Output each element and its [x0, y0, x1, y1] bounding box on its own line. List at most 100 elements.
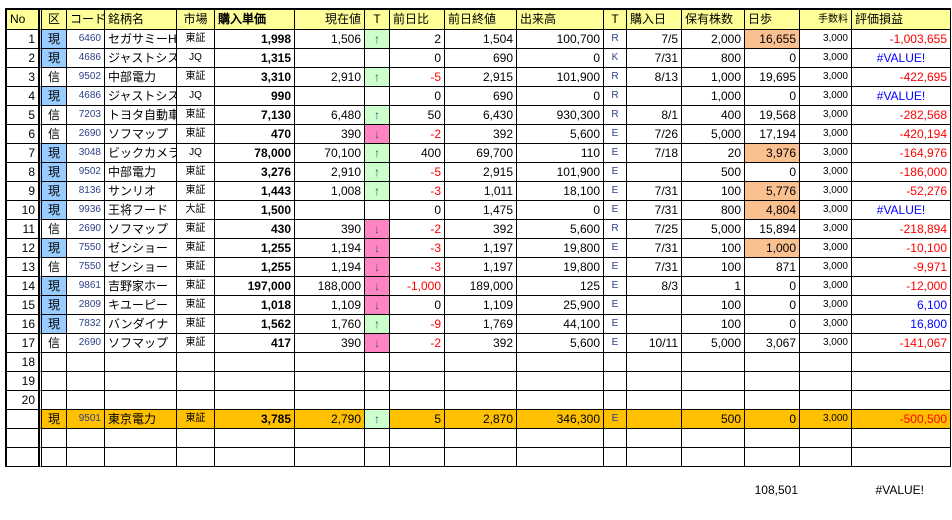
cell-prev[interactable]: 392: [445, 334, 517, 353]
cell-cur[interactable]: [295, 353, 365, 372]
header-vol[interactable]: 出来高: [517, 10, 604, 30]
cell-chg[interactable]: 2: [390, 30, 445, 49]
cell-t[interactable]: [604, 391, 627, 410]
cell-fee[interactable]: 3,000: [800, 106, 852, 125]
header-buy[interactable]: 購入単価: [215, 10, 295, 30]
header-shares[interactable]: 保有株数: [682, 10, 745, 30]
header-t[interactable]: T: [604, 10, 627, 30]
cell-pl[interactable]: [852, 391, 951, 410]
cell-fee[interactable]: 3,000: [800, 220, 852, 239]
cell-pl[interactable]: -1,003,655: [852, 30, 951, 49]
cell-name[interactable]: 王将フード: [105, 201, 177, 220]
cell-buy[interactable]: 197,000: [215, 277, 295, 296]
cell-shares[interactable]: 100: [682, 239, 745, 258]
cell-shares[interactable]: 1,000: [682, 68, 745, 87]
cell-shares[interactable]: 2,000: [682, 30, 745, 49]
cell-prev[interactable]: 69,700: [445, 144, 517, 163]
cell-fee[interactable]: [800, 391, 852, 410]
cell-chg[interactable]: 50: [390, 106, 445, 125]
cell-kbn[interactable]: 信: [39, 334, 67, 353]
cell-kbn[interactable]: 現: [39, 201, 67, 220]
header-market[interactable]: 市場: [177, 10, 215, 30]
cell-no[interactable]: [7, 429, 39, 448]
cell-vol[interactable]: [517, 429, 604, 448]
cell-chg[interactable]: 0: [390, 49, 445, 68]
header-cur[interactable]: 現在値: [295, 10, 365, 30]
cell-t[interactable]: E: [604, 410, 627, 429]
cell-cur[interactable]: 1,760: [295, 315, 365, 334]
cell-date[interactable]: [627, 448, 682, 467]
cell-date[interactable]: [627, 391, 682, 410]
cell-t[interactable]: E: [604, 144, 627, 163]
cell-buy[interactable]: [215, 391, 295, 410]
cell-fee[interactable]: 3,000: [800, 258, 852, 277]
cell-vol[interactable]: [517, 391, 604, 410]
cell-code[interactable]: 9501: [67, 410, 105, 429]
cell-vol[interactable]: 0: [517, 87, 604, 106]
cell-code[interactable]: 7203: [67, 106, 105, 125]
cell-buy[interactable]: 1,500: [215, 201, 295, 220]
cell-hibu[interactable]: [745, 429, 800, 448]
cell-vol[interactable]: 5,600: [517, 334, 604, 353]
cell-fee[interactable]: 3,000: [800, 49, 852, 68]
cell-fee[interactable]: [800, 372, 852, 391]
cell-name[interactable]: ゼンショー: [105, 239, 177, 258]
cell-no[interactable]: 12: [7, 239, 39, 258]
cell-hibu[interactable]: 1,000: [745, 239, 800, 258]
cell-chg[interactable]: 0: [390, 201, 445, 220]
cell-market[interactable]: 東証: [177, 30, 215, 49]
cell-chg[interactable]: -3: [390, 182, 445, 201]
cell-prev[interactable]: 2,870: [445, 410, 517, 429]
cell-chg[interactable]: 400: [390, 144, 445, 163]
cell-name[interactable]: 吉野家ホー: [105, 277, 177, 296]
cell-fee[interactable]: 3,000: [800, 277, 852, 296]
cell-buy[interactable]: 990: [215, 87, 295, 106]
cell-prev[interactable]: [445, 448, 517, 467]
cell-cur[interactable]: 2,910: [295, 68, 365, 87]
cell-market[interactable]: 東証: [177, 258, 215, 277]
cell-t[interactable]: [604, 353, 627, 372]
cell-shares[interactable]: 1: [682, 277, 745, 296]
cell-shares[interactable]: 100: [682, 258, 745, 277]
cell-market[interactable]: [177, 353, 215, 372]
cell-market[interactable]: [177, 448, 215, 467]
cell-buy[interactable]: 430: [215, 220, 295, 239]
cell-name[interactable]: [105, 391, 177, 410]
cell-shares[interactable]: 5,000: [682, 334, 745, 353]
cell-no[interactable]: 19: [7, 372, 39, 391]
cell-kbn[interactable]: [39, 448, 67, 467]
cell-hibu[interactable]: 0: [745, 163, 800, 182]
cell-prev[interactable]: 6,430: [445, 106, 517, 125]
cell-market[interactable]: 東証: [177, 239, 215, 258]
cell-date[interactable]: [627, 429, 682, 448]
cell-vol[interactable]: 19,800: [517, 239, 604, 258]
cell-market[interactable]: [177, 372, 215, 391]
cell-market[interactable]: 東証: [177, 125, 215, 144]
cell-pl[interactable]: -52,276: [852, 182, 951, 201]
cell-code[interactable]: 7550: [67, 239, 105, 258]
header-arrow[interactable]: T: [365, 10, 390, 30]
cell-prev[interactable]: [445, 372, 517, 391]
cell-name[interactable]: ビックカメラ: [105, 144, 177, 163]
cell-no[interactable]: 7: [7, 144, 39, 163]
cell-chg[interactable]: -5: [390, 163, 445, 182]
cell-cur[interactable]: 390: [295, 125, 365, 144]
cell-no[interactable]: 10: [7, 201, 39, 220]
cell-pl[interactable]: #VALUE!: [852, 201, 951, 220]
cell-chg[interactable]: [390, 448, 445, 467]
cell-t[interactable]: [604, 448, 627, 467]
cell-arrow[interactable]: ↓: [365, 277, 390, 296]
cell-chg[interactable]: -2: [390, 220, 445, 239]
cell-vol[interactable]: 0: [517, 201, 604, 220]
cell-arrow[interactable]: ↓: [365, 258, 390, 277]
cell-arrow[interactable]: ↓: [365, 296, 390, 315]
cell-code[interactable]: 3048: [67, 144, 105, 163]
cell-kbn[interactable]: 信: [39, 125, 67, 144]
cell-market[interactable]: 東証: [177, 334, 215, 353]
cell-date[interactable]: [627, 163, 682, 182]
cell-vol[interactable]: [517, 372, 604, 391]
cell-hibu[interactable]: [745, 448, 800, 467]
cell-cur[interactable]: [295, 87, 365, 106]
cell-date[interactable]: [627, 353, 682, 372]
cell-kbn[interactable]: 現: [39, 87, 67, 106]
